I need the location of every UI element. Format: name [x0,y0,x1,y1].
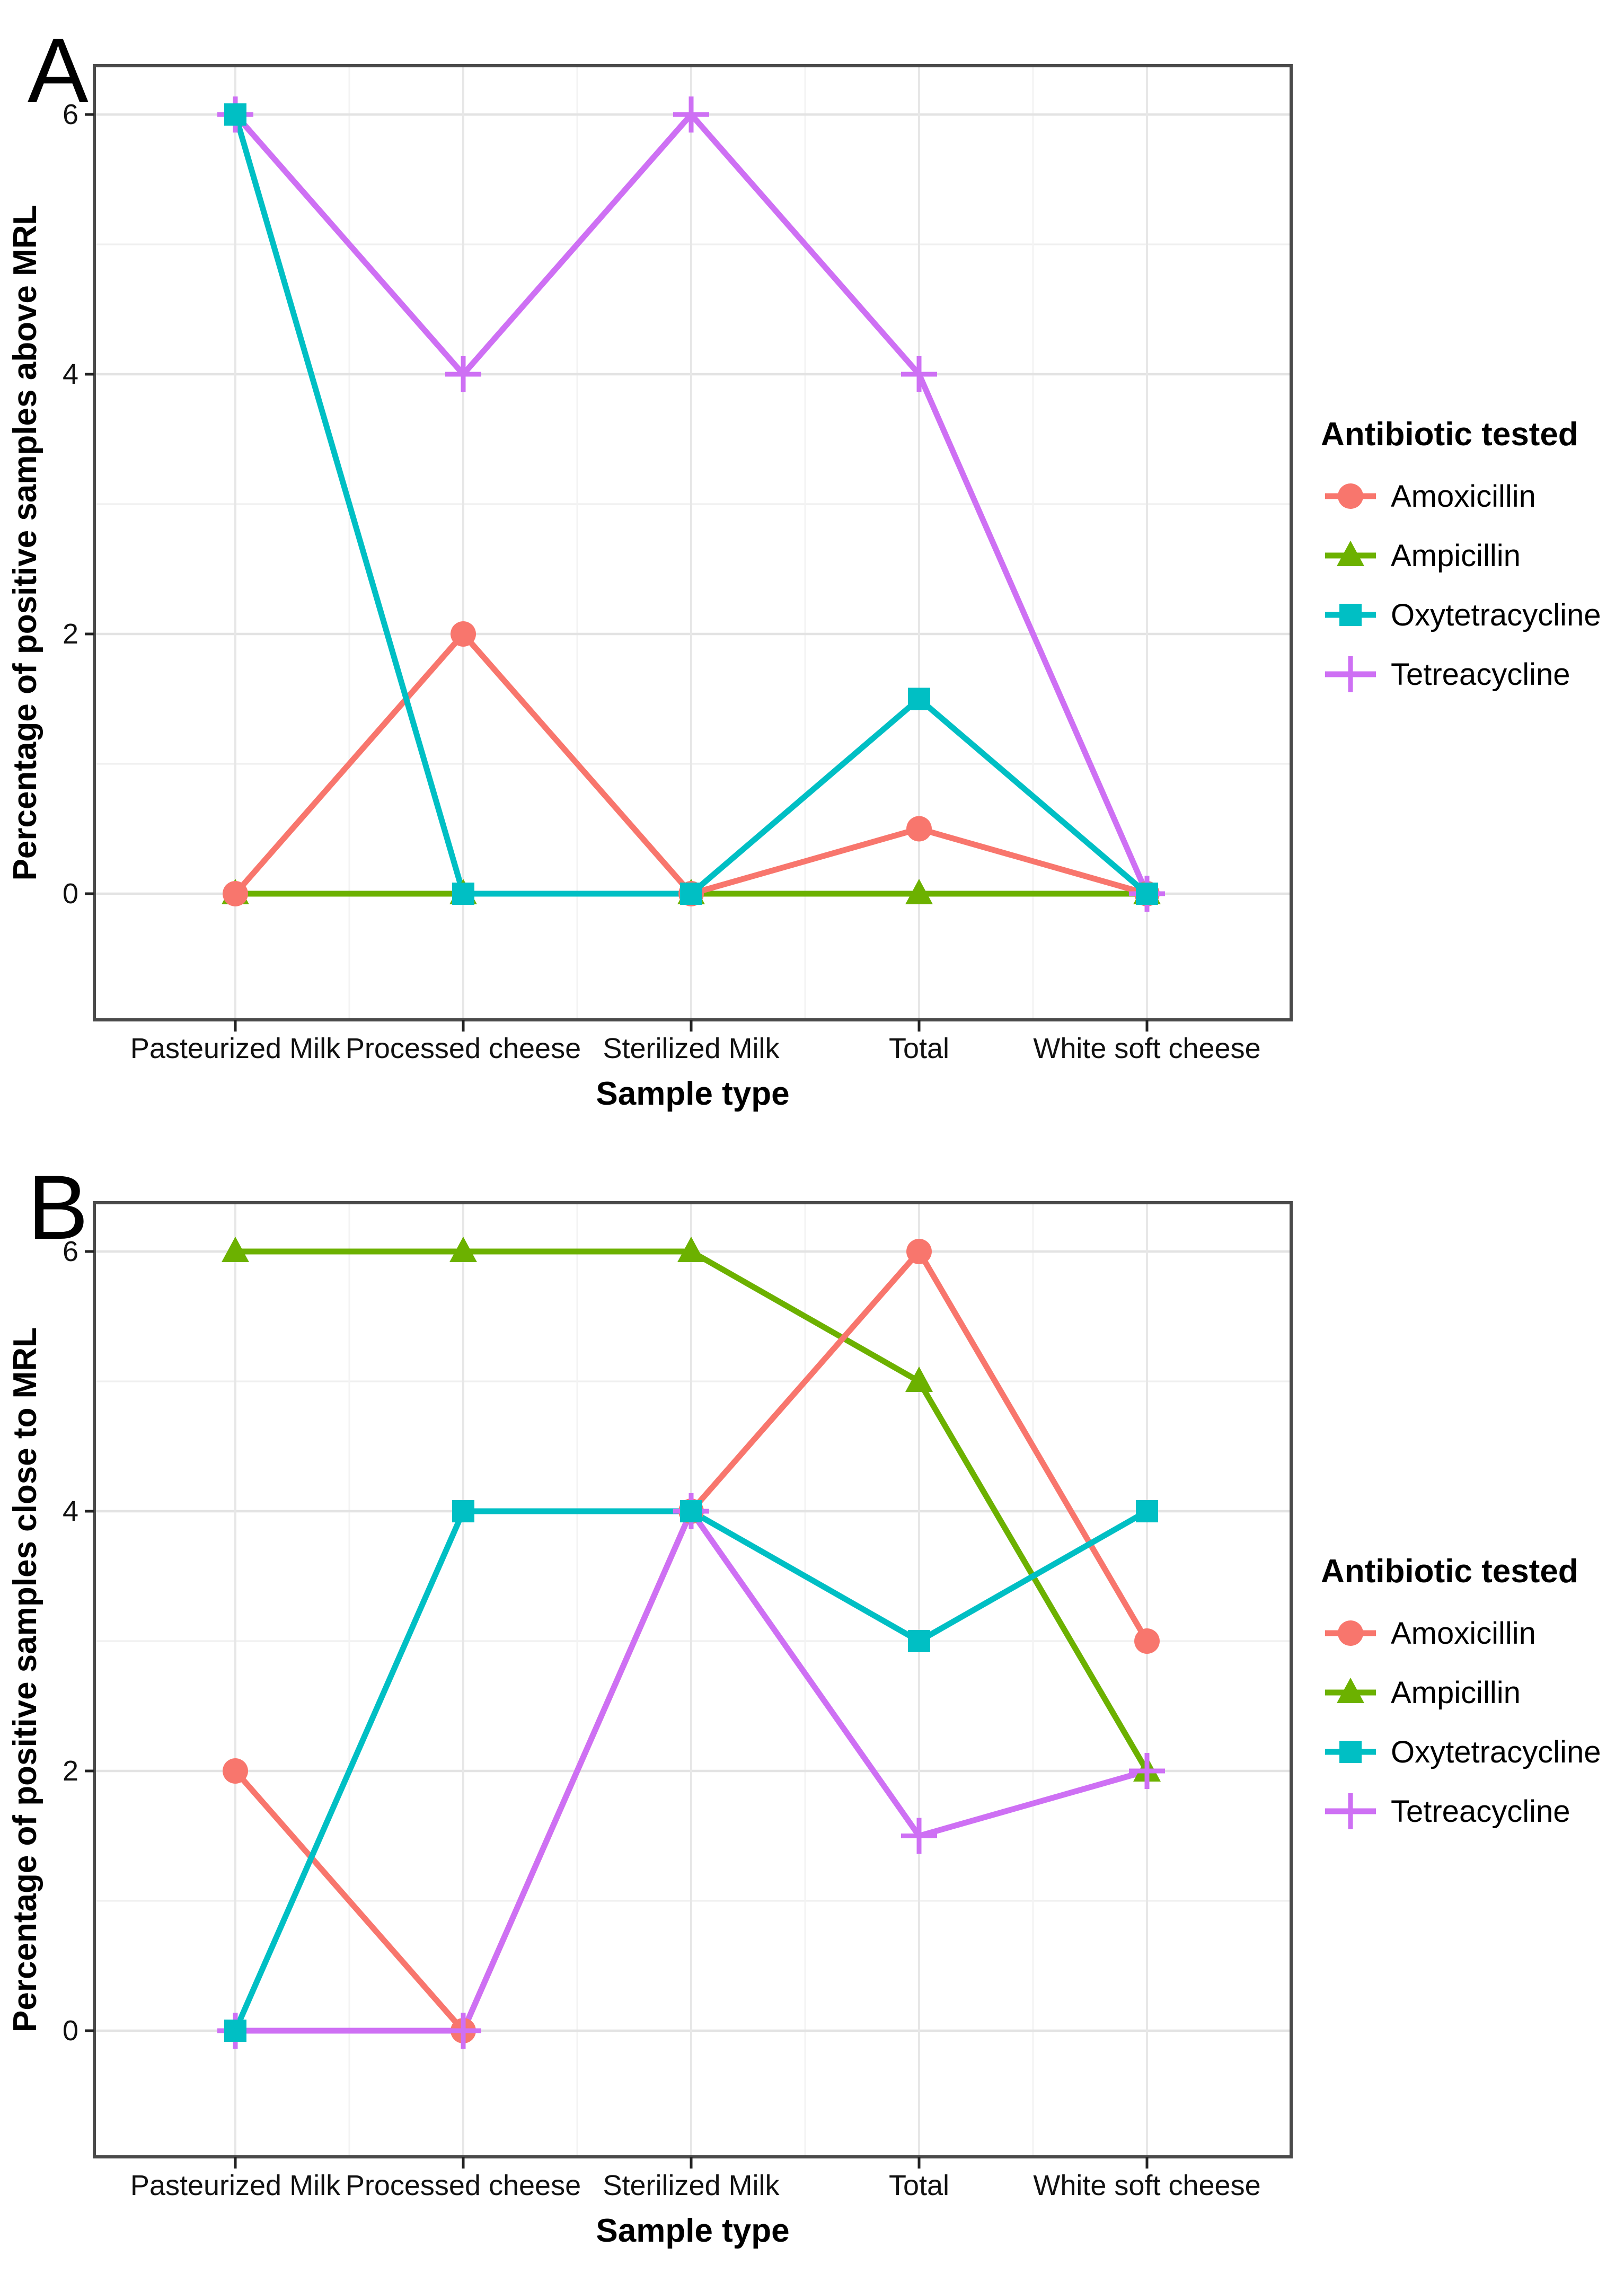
legend-triangle-ampicillin-icon [1337,541,1364,566]
y-tick-label: 4 [63,358,78,390]
x-axis-title: Sample type [596,2213,789,2249]
data-point-oxytetracycline [224,103,246,126]
legend-label: Oxytetracycline [1391,1735,1601,1769]
y-axis-title: Percentage of positive samples above MRL [7,205,43,881]
x-tick-label: White soft cheese [1033,1033,1260,1064]
legend-item: Amoxicillin [1325,479,1536,514]
legend-label: Ampicillin [1391,539,1521,573]
y-tick-label: 0 [63,878,78,910]
data-point-tetreacycline [445,356,481,392]
plot-border [93,1201,1293,2158]
data-point-oxytetracycline [680,883,702,905]
data-point-amoxicillin [451,621,476,647]
plot-border [93,64,1293,1021]
data-point-oxytetracycline [908,688,930,710]
legend-label: Tetreacycline [1391,657,1570,692]
data-point-amoxicillin [906,816,932,842]
data-point-ampicillin [905,879,933,904]
x-tick-label: Sterilized Milk [603,2170,780,2201]
y-tick-label: 0 [63,2015,78,2047]
x-tick-label: Total [889,2170,949,2201]
panel-a: 0 2 4 6 Pasteurized Milk Processed cheese Ster… [0,0,1624,1136]
legend-label: Oxytetracycline [1391,598,1601,632]
legend-label: Ampicillin [1391,1676,1521,1710]
legend-label: Amoxicillin [1391,1616,1536,1651]
panel-background [0,1137,1624,2273]
legend-plus-tetreacycline-icon [1332,656,1369,692]
data-point-amoxicillin [223,881,248,906]
data-point-oxytetracycline [1136,883,1158,905]
data-point-tetreacycline [901,1818,937,1854]
data-point-ampicillin [677,1237,705,1262]
legend-item: Tetreacycline [1325,656,1570,692]
data-point-amoxicillin [906,1239,932,1264]
legend-item: Oxytetracycline [1325,1735,1601,1769]
legend-item: Tetreacycline [1325,1793,1570,1829]
legend-item: Amoxicillin [1325,1616,1536,1651]
x-tick-label: White soft cheese [1033,2170,1260,2201]
legend-circle-amoxicillin-icon [1338,1620,1363,1646]
legend-label: Amoxicillin [1391,479,1536,514]
y-tick-label: 6 [63,99,78,130]
x-tick-label: Processed cheese [346,1033,581,1064]
legend-item: Ampicillin [1325,539,1521,573]
x-tick-label: Pasteurized Milk [130,2170,341,2201]
panel-letter: B [28,1157,89,1258]
y-tick-label: 2 [63,618,78,650]
data-point-tetreacycline [1129,1753,1165,1789]
panel-letter: A [28,20,89,121]
legend-title: Antibiotic tested [1321,416,1578,453]
x-axis-title: Sample type [596,1076,789,1112]
panel-b: 0 2 4 6 Pasteurized Milk Processed cheese Ster… [0,1137,1624,2274]
y-tick-label: 4 [63,1495,78,1527]
legend-square-oxytetracycline-icon [1339,604,1362,626]
legend-title: Antibiotic tested [1321,1553,1578,1590]
data-point-ampicillin [449,1237,477,1262]
x-tick-label: Processed cheese [346,2170,581,2201]
panel-background [0,0,1624,1136]
legend-item: Oxytetracycline [1325,598,1601,632]
data-point-ampicillin [222,1237,249,1262]
data-point-oxytetracycline [1136,1500,1158,1522]
data-point-amoxicillin [1134,1628,1160,1654]
data-point-oxytetracycline [452,883,474,905]
legend-square-oxytetracycline-icon [1339,1741,1362,1763]
y-axis-title: Percentage of positive samples close to … [7,1327,43,2032]
panel-a-chart: 0 2 4 6 Pasteurized Milk Processed cheese Ster… [0,0,1624,1136]
y-tick-label: 6 [63,1236,78,1267]
x-tick-label: Total [889,1033,949,1064]
data-point-oxytetracycline [452,1500,474,1522]
data-point-tetreacycline [901,356,937,392]
legend-triangle-ampicillin-icon [1337,1678,1364,1703]
legend-label: Tetreacycline [1391,1794,1570,1829]
legend-circle-amoxicillin-icon [1338,483,1363,509]
data-point-oxytetracycline [680,1500,702,1522]
y-tick-label: 2 [63,1755,78,1787]
x-tick-label: Sterilized Milk [603,1033,780,1064]
data-point-tetreacycline [673,96,709,133]
x-tick-label: Pasteurized Milk [130,1033,341,1064]
data-point-oxytetracycline [224,2020,246,2042]
data-point-ampicillin [905,1367,933,1392]
data-point-oxytetracycline [908,1630,930,1652]
legend-plus-tetreacycline-icon [1332,1793,1369,1829]
legend-item: Ampicillin [1325,1676,1521,1710]
panel-b-chart: 0 2 4 6 Pasteurized Milk Processed cheese Ster… [0,1137,1624,2273]
data-point-amoxicillin [223,1758,248,1784]
data-point-tetreacycline [445,2013,481,2049]
